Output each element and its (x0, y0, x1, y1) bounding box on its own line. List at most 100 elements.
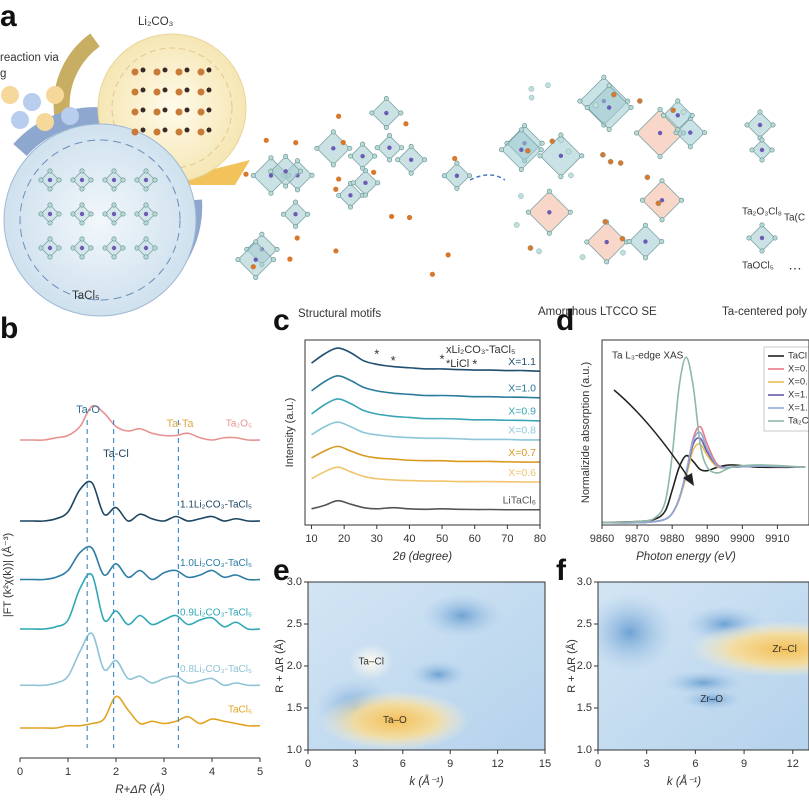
legend-label: X=1. (788, 403, 808, 414)
atom (47, 186, 53, 192)
atom (406, 214, 413, 221)
atom (592, 102, 599, 108)
series-line (20, 404, 261, 441)
atom (330, 162, 336, 168)
atom (772, 235, 778, 241)
series-line (311, 347, 541, 373)
atom (88, 177, 94, 183)
atom (620, 249, 626, 256)
legend-label: TaCl (788, 351, 807, 362)
atom (152, 177, 158, 183)
atom (759, 147, 765, 153)
series-line (601, 356, 806, 524)
atom (140, 107, 146, 113)
atom (759, 157, 765, 163)
atom (744, 122, 750, 128)
caption: Ta(C (784, 213, 805, 224)
x-tick-label: 50 (436, 533, 448, 545)
atom (518, 193, 524, 199)
atom (383, 96, 389, 102)
ball (46, 86, 64, 104)
atom (111, 177, 117, 183)
x-axis-label: R+ΔR (Å) (115, 783, 165, 796)
contour-map (598, 582, 809, 750)
atom (604, 259, 610, 265)
series-label: 1.1Li₂CO₃-TaCl₅ (180, 500, 252, 511)
atom (386, 157, 392, 163)
atom (655, 200, 662, 207)
atom (70, 177, 76, 183)
y-axis-label: R + ΔR (Å) (273, 639, 286, 693)
atom (757, 122, 763, 128)
atom (162, 107, 168, 113)
atom (422, 157, 428, 163)
atom (175, 128, 183, 136)
series-line (20, 545, 261, 581)
atom (335, 113, 342, 119)
atom (293, 140, 299, 146)
atom (660, 112, 666, 118)
x-axis-label: Photon energy (eV) (636, 551, 736, 563)
atom (386, 133, 392, 139)
atom (111, 220, 117, 226)
x-tick-label: 40 (403, 533, 415, 545)
atom (283, 153, 289, 159)
atom (498, 147, 504, 153)
series-label: X=1.0 (508, 383, 536, 395)
ball (23, 93, 41, 111)
arrow-head (683, 473, 694, 486)
atom (347, 145, 353, 151)
atom (333, 186, 339, 192)
series-line (20, 572, 261, 631)
atom (143, 254, 149, 260)
y-axis-label: Intensity (a.u.) (284, 398, 296, 468)
atom (197, 108, 205, 116)
atom (536, 248, 542, 255)
x-tick-label: 4 (209, 766, 215, 778)
atom (259, 231, 265, 237)
atom (628, 105, 634, 111)
series-label: X=0.7 (508, 447, 536, 459)
series-line (311, 499, 540, 511)
atom (79, 168, 85, 174)
atom (375, 180, 381, 186)
atom (294, 235, 300, 241)
hotspot (349, 643, 394, 680)
atom (131, 68, 139, 76)
caption: Ta₂O₃Cl₈ (742, 207, 782, 218)
atom (362, 192, 368, 198)
atom (348, 153, 354, 159)
atom (140, 87, 146, 93)
atom (331, 146, 336, 151)
x-tick-label: 9860 (590, 533, 614, 545)
caption: TaOCl₅ (742, 261, 774, 272)
atom (445, 252, 451, 258)
series-label: X=0.9 (508, 406, 536, 418)
atom (518, 167, 524, 173)
series-line (311, 398, 541, 422)
atom (398, 110, 404, 116)
atom (56, 245, 62, 251)
atom (642, 222, 648, 228)
atom (759, 248, 765, 254)
atom (143, 245, 149, 251)
atom (759, 235, 765, 241)
series-label: X=0.6 (508, 467, 536, 479)
atom (759, 137, 765, 143)
atom (162, 87, 168, 93)
atom (197, 88, 205, 96)
atom (395, 157, 401, 163)
ball (1, 86, 19, 104)
atom (111, 186, 117, 192)
x-tick-label: 6 (400, 758, 406, 770)
x-tick-label: 5 (257, 766, 263, 778)
atom (47, 236, 53, 242)
atom (153, 88, 161, 96)
x-tick-label: 3 (352, 758, 358, 770)
atom (643, 239, 648, 244)
atom (102, 245, 108, 251)
atom (268, 168, 274, 174)
x-tick-label: 2 (113, 766, 119, 778)
